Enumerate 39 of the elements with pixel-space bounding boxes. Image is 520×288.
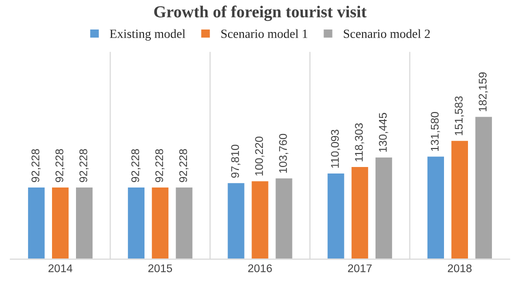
- bar: [474, 116, 494, 260]
- data-label: 92,228: [179, 149, 188, 182]
- legend-label: Scenario model 1: [221, 29, 308, 38]
- data-label: 103,760: [279, 134, 288, 173]
- data-label: 100,220: [255, 136, 264, 176]
- bar: [426, 155, 446, 260]
- bar: [326, 172, 346, 260]
- bar: [226, 182, 246, 260]
- data-label: 118,303: [354, 123, 364, 162]
- data-label: 182,159: [478, 72, 488, 112]
- data-label: 92,228: [131, 149, 140, 182]
- x-tick-label: 2017: [348, 264, 372, 272]
- bar: [274, 177, 294, 260]
- x-tick-label: 2014: [48, 264, 72, 272]
- bar: [174, 186, 194, 260]
- data-label: 151,583: [454, 96, 464, 136]
- data-label: 92,228: [155, 149, 164, 182]
- data-label: 92,228: [55, 149, 65, 182]
- x-tick-label: 2015: [148, 264, 172, 272]
- bar: [374, 156, 394, 260]
- bar: [450, 140, 470, 260]
- bar: [126, 186, 146, 260]
- data-label: 92,228: [79, 149, 89, 182]
- data-label: 130,445: [378, 112, 388, 152]
- bar: [50, 186, 70, 260]
- legend-label: Scenario model 2: [344, 29, 430, 38]
- data-label: 131,580: [430, 112, 440, 151]
- data-label: 110,093: [330, 130, 340, 168]
- bar: [350, 166, 370, 260]
- chart-title: Growth of foreign tourist visit: [154, 6, 367, 21]
- bar: [74, 186, 94, 260]
- bar: [250, 180, 270, 260]
- bar: [150, 186, 170, 260]
- legend-label: Existing model: [110, 29, 186, 41]
- x-tick-label: 2018: [448, 264, 472, 272]
- data-label: 92,228: [31, 149, 41, 182]
- bar: [26, 186, 46, 260]
- x-tick-label: 2016: [248, 264, 272, 272]
- data-label: 97,810: [231, 144, 240, 178]
